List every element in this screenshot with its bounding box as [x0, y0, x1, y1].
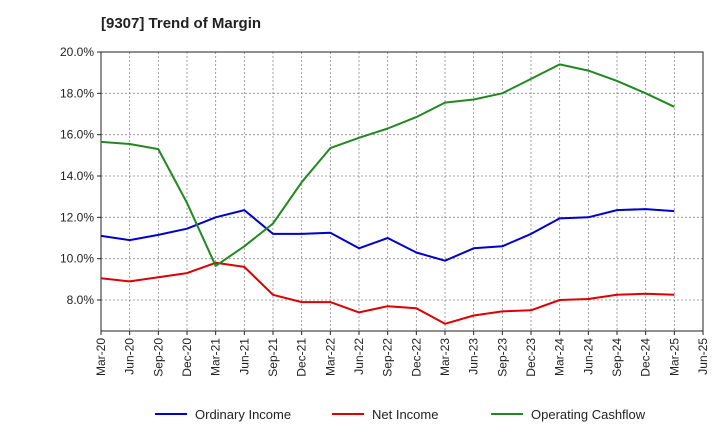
x-tick-label: Mar-22 — [323, 338, 337, 376]
x-tick-label: Sep-23 — [495, 338, 509, 377]
legend-label-ordinary-income: Ordinary Income — [195, 407, 291, 422]
x-tick-label: Mar-21 — [209, 338, 223, 376]
x-tick-label: Mar-25 — [667, 338, 681, 376]
x-tick-label: Sep-24 — [610, 338, 624, 377]
x-tick-label: Dec-22 — [409, 338, 423, 377]
x-tick-label: Jun-20 — [123, 338, 137, 375]
x-tick-label: Dec-20 — [180, 338, 194, 377]
x-tick-label: Dec-23 — [524, 338, 538, 377]
x-tick-label: Jun-22 — [352, 338, 366, 375]
y-tick-label: 18.0% — [60, 86, 94, 100]
x-tick-label: Mar-24 — [553, 338, 567, 376]
y-tick-label: 16.0% — [60, 128, 94, 142]
operating-cashflow-line — [100, 63, 675, 267]
legend-label-operating-cashflow: Operating Cashflow — [531, 407, 646, 422]
series-layer — [100, 63, 675, 325]
net-income-line — [100, 261, 675, 325]
y-axis-ticks: 8.0% 10.0% 12.0% 14.0% 16.0% 18.0% 20.0% — [60, 45, 101, 307]
x-tick-label: Jun-23 — [467, 338, 481, 375]
x-tick-label: Jun-24 — [581, 338, 595, 375]
chart-title: [9307] Trend of Margin — [101, 15, 262, 32]
x-tick-label: Dec-21 — [295, 338, 309, 377]
x-tick-label: Sep-22 — [381, 338, 395, 377]
y-tick-label: 10.0% — [60, 252, 94, 266]
x-tick-label: Sep-20 — [151, 338, 165, 377]
plot-frame — [100, 51, 704, 332]
legend-label-net-income: Net Income — [372, 407, 438, 422]
x-tick-label: Sep-21 — [266, 338, 280, 377]
x-tick-label: Jun-21 — [237, 338, 251, 375]
legend: Ordinary Income Net Income Operating Cashf… — [155, 407, 646, 422]
y-tick-label: 8.0% — [67, 293, 95, 307]
x-axis-ticks: Mar-20 Jun-20 Sep-20 Dec-20 Mar-21 Jun-21 Sep-… — [94, 331, 710, 377]
x-tick-label: Dec-24 — [639, 338, 653, 377]
y-tick-label: 14.0% — [60, 169, 94, 183]
grid-layer — [101, 52, 703, 331]
y-tick-label: 20.0% — [60, 45, 94, 59]
x-tick-label: Jun-25 — [696, 338, 710, 375]
x-tick-label: Mar-20 — [94, 338, 108, 376]
y-tick-label: 12.0% — [60, 210, 94, 224]
x-tick-label: Mar-23 — [438, 338, 452, 376]
